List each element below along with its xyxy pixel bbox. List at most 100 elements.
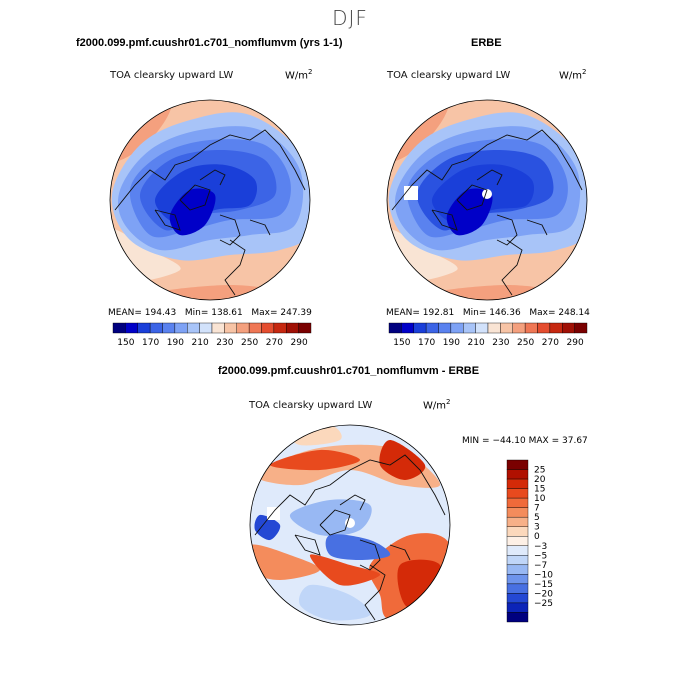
min-value: 138.61 [211,308,243,318]
colorbar-tick-label: 250 [241,338,258,348]
colorbar-swatch [236,322,250,334]
colorbar-swatch [506,555,529,566]
coastline [359,539,381,571]
colorbar-swatch [506,602,529,613]
anomaly-patch-8 [325,534,391,560]
colorbar-tick-label: 3 [534,523,540,533]
colorbar-swatch [162,322,176,334]
units-label-obs: W/m2 [559,68,587,82]
map-field-model [110,100,310,300]
max-label: Max= [251,308,278,318]
colorbar-tick-label: 270 [542,338,559,348]
missing-data-patch [404,186,418,200]
colorbar-swatch [286,322,299,334]
colorbar-swatch [187,322,200,334]
variable-label-model: TOA clearsky upward LW [110,70,234,81]
colorbar-tick-label: 230 [492,338,509,348]
colorbar-swatch [463,322,476,334]
colorbar-tick-label: 210 [468,338,485,348]
mean-label: MEAN= [386,308,420,318]
map-field-diff [250,425,450,625]
colorbar-0: 150 170 190 210 230 250 270 290 [112,322,312,348]
colorbar-tick-label: 5 [534,513,540,523]
coastline [389,544,411,561]
colorbar-tick-label: 290 [567,338,584,348]
colorbar-tick-label: 190 [167,338,184,348]
coastline [456,184,488,211]
colorbar-swatch [524,322,538,334]
stats-obs: MEAN= 192.81 Min= 146.36 Max= 248.14 [386,308,590,318]
map-border-obs [386,99,588,301]
coastline [431,209,458,231]
colorbar-tick-label: 7 [534,504,540,514]
coastline [254,454,446,536]
coastline [391,129,583,211]
anomaly-patch-2 [379,440,426,480]
mean-label: MEAN= [108,308,142,318]
colorbar-swatch [512,322,526,334]
coastline [219,214,241,246]
colorbar-swatch [506,469,529,480]
colorbar-swatch [199,322,213,334]
colorbar-tick-label: −3 [534,542,547,552]
max-label: Max= [529,308,556,318]
colorbar-tick-label: 15 [534,485,545,495]
colorbar-swatch [261,322,275,334]
map-border-diff [249,424,451,626]
anomaly-patch-5 [250,544,321,580]
max-label: MAX = [528,436,560,446]
coastline [364,564,386,621]
plot-title-model: f2000.099.pmf.cuushr01.c701_nomflumvm (y… [76,37,343,49]
colorbar-1: 150 170 190 210 230 250 270 290 [388,322,588,348]
colorbar-swatch [562,322,575,334]
plot-title-diff: f2000.099.pmf.cuushr01.c701_nomflumvm - … [218,365,480,377]
colorbar-tick-label: 170 [142,338,159,348]
coastline [114,129,306,211]
colorbar-swatch [211,322,225,334]
colorbar-swatch [137,322,151,334]
stats-diff: MIN = −44.10 MAX = 37.67 [462,436,588,446]
colorbar-tick-label: 290 [291,338,308,348]
colorbar-swatch [500,322,513,334]
colorbar-tick-label: 10 [534,494,546,504]
variable-label-diff: TOA clearsky upward LW [249,400,373,411]
colorbar-tick-label: 270 [266,338,283,348]
colorbar-swatch [506,593,529,604]
colorbar-tick-label: −20 [534,589,553,599]
colorbar-swatch [248,322,262,334]
colorbar-tick-label: 170 [418,338,435,348]
coastline [294,534,321,556]
colorbar-swatch [401,322,414,334]
anomaly-patch-6 [309,554,381,586]
min-value: −44.10 [492,436,526,446]
coastline [179,184,211,211]
colorbar-swatch [506,507,529,518]
max-value: 247.39 [280,308,312,318]
stats-model: MEAN= 194.43 Min= 138.61 Max= 247.39 [108,308,312,318]
colorbar-tick-label: 150 [393,338,410,348]
colorbar-tick-label: −25 [534,599,553,609]
mean-value: 194.43 [144,308,177,318]
colorbar-swatch [298,322,312,334]
colorbar-swatch [506,574,529,585]
colorbar-swatch [549,322,563,334]
colorbar-swatch [438,322,452,334]
colorbar-swatch [506,488,529,499]
colorbar-tick-label: 210 [192,338,209,348]
anomaly-patch-9 [254,514,281,541]
coastline [319,509,351,536]
max-value: 248.14 [558,308,590,318]
variable-label-obs: TOA clearsky upward LW [387,70,511,81]
mean-value: 192.81 [422,308,455,318]
colorbar-tick-label: 25 [534,466,545,476]
page-title: DJF [332,6,368,30]
colorbar-swatch [174,322,188,334]
colorbar-tick-label: 20 [534,475,546,485]
missing-data-patch [267,507,280,520]
anomaly-patch-11 [298,584,371,621]
colorbar-swatch [388,322,402,334]
min-label: MIN = [462,436,490,446]
colorbar-tick-label: 0 [534,532,540,542]
